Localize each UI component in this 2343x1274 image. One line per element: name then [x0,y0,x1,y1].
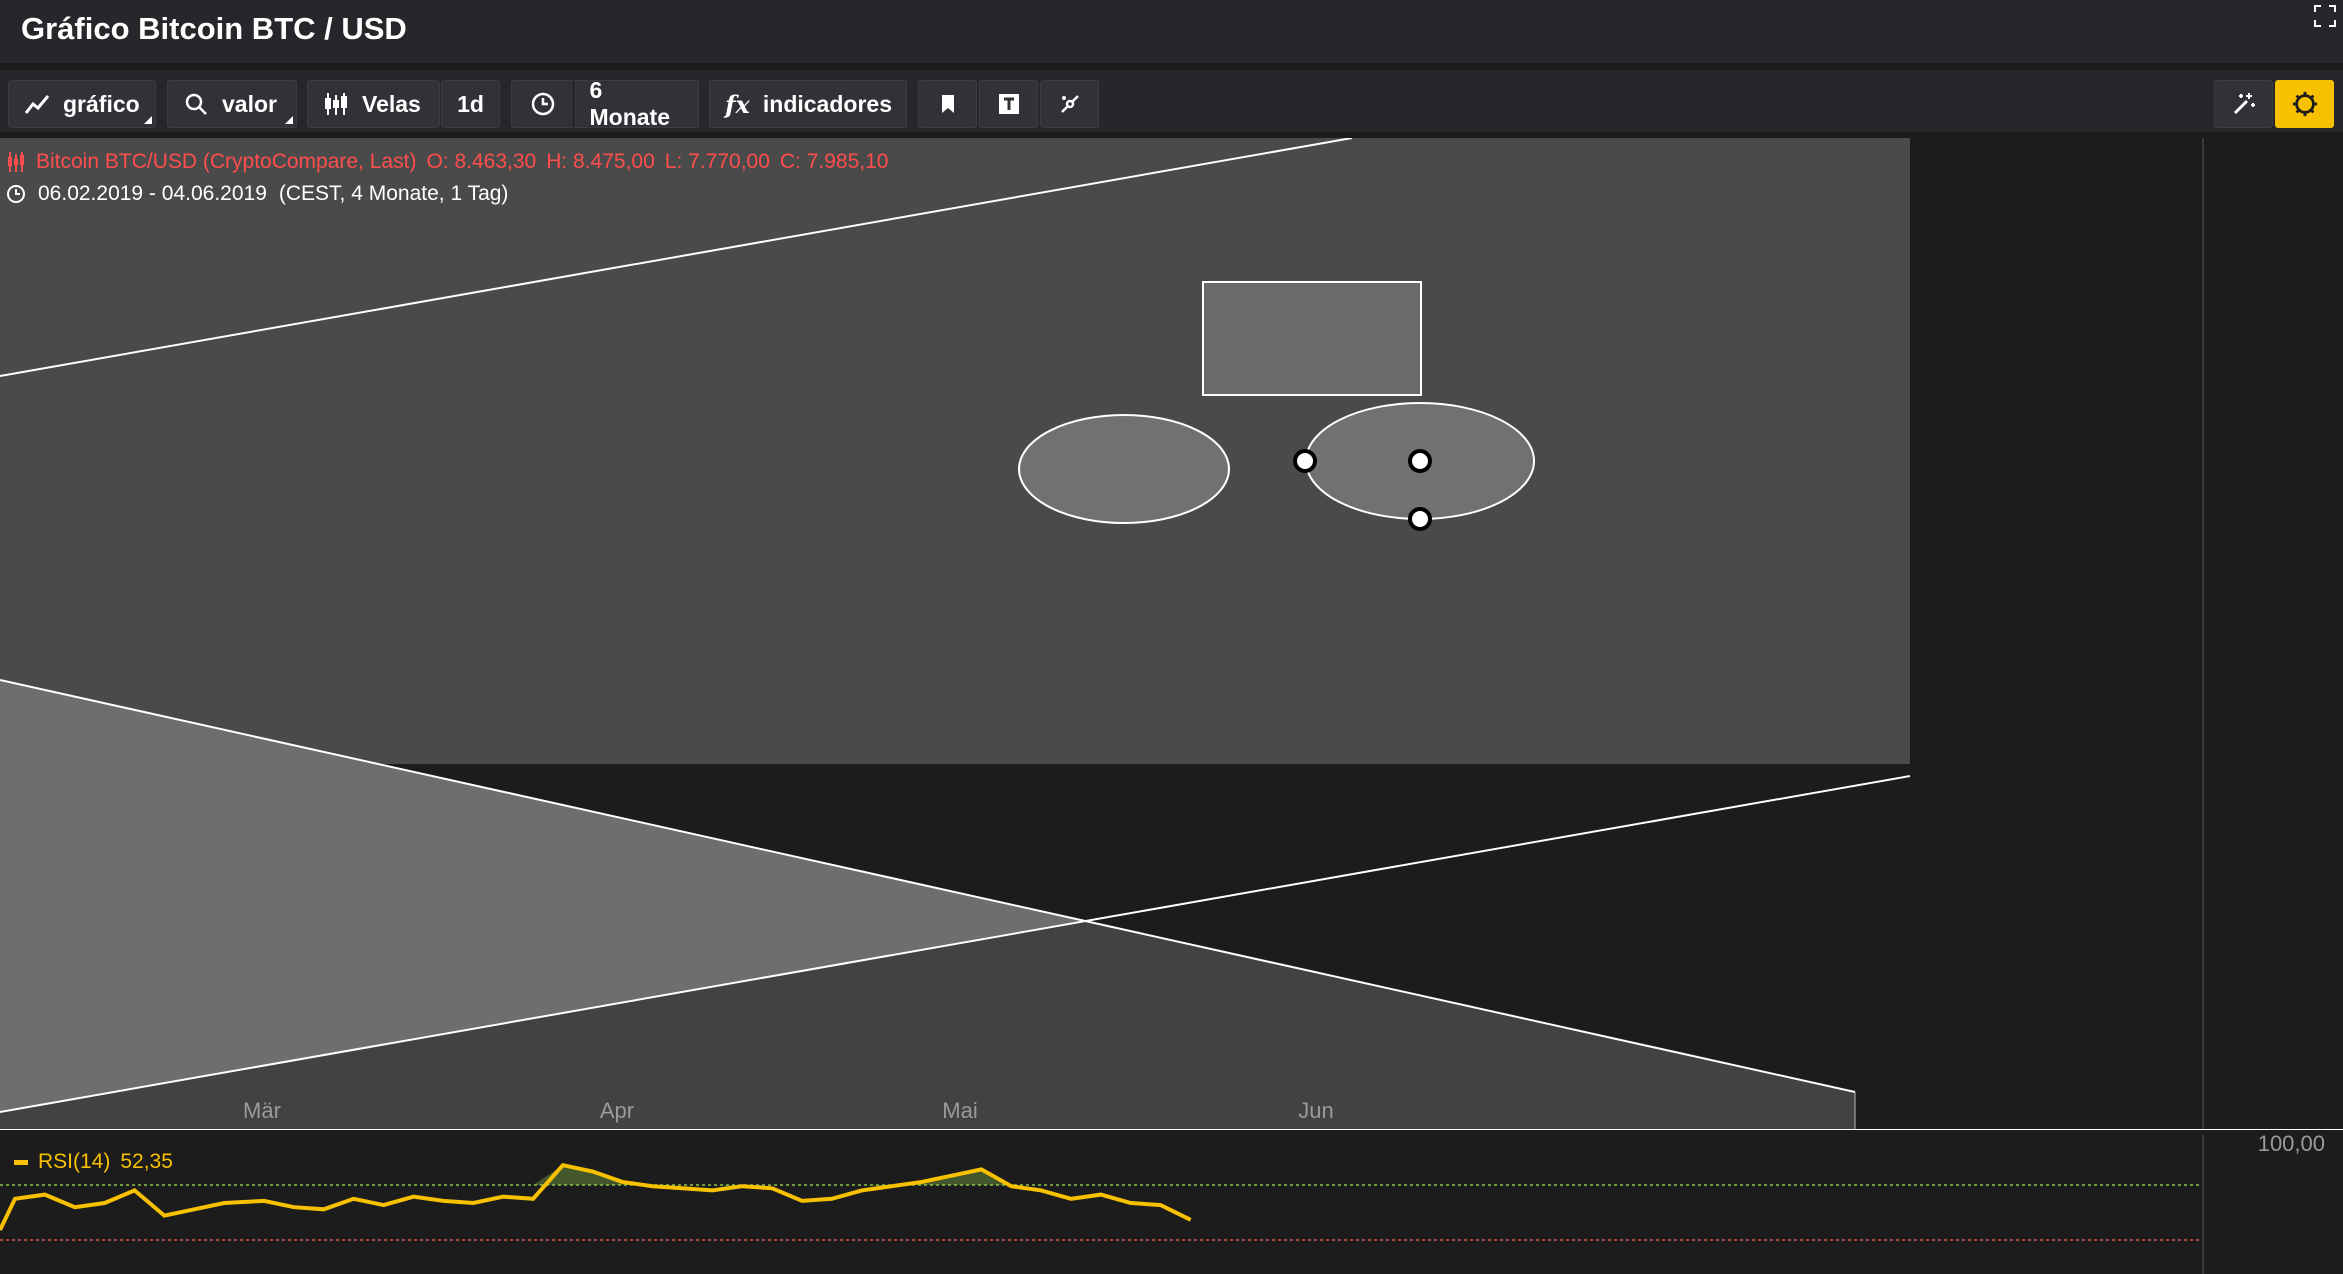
rsi-panel[interactable] [0,1135,2343,1274]
time-range-button[interactable]: 6 Monate [511,77,699,130]
low-value: L: 7.770,00 [664,150,770,173]
instrument-search-button[interactable]: valor [167,80,297,128]
rsi-line [0,1163,1192,1231]
indicators-button[interactable]: fx indicadores [709,80,907,128]
bookmark-icon [934,90,962,118]
rsi-value: 52,35 [120,1150,173,1173]
open-value: O: 8.463,30 [426,150,537,173]
shaded-zone [0,138,1910,764]
page-title: Gráfico Bitcoin BTC / USD [21,11,407,46]
ellipse-handle-center[interactable] [1408,449,1432,473]
instrument-name: Bitcoin BTC/USD (CryptoCompare, Last) [36,150,417,173]
x-tick-label: Apr [599,1098,635,1123]
candlestick-icon [6,151,26,173]
clock-icon [6,184,26,204]
upper-trend-line[interactable] [0,138,1353,377]
candle-label: Velas [362,90,421,117]
text-tool-button[interactable] [979,80,1038,128]
text-icon [995,90,1023,118]
high-value: H: 8.475,00 [546,150,655,173]
date-range: 06.02.2019 - 04.06.2019 [38,182,267,205]
divider [572,80,574,128]
period-info: (CEST, 4 Monate, 1 Tag) [278,182,509,205]
drawing-overlays [0,138,1911,1130]
settings-button[interactable] [2275,80,2334,128]
link-icon [1056,90,1084,118]
sparkle-icon [2230,90,2258,118]
lower-trend-line[interactable] [0,775,1911,1113]
fullscreen-icon[interactable] [2313,4,2337,28]
descending-trend-line[interactable] [0,679,1856,1093]
interval-button[interactable]: 1d [441,80,500,128]
left-ellipse[interactable] [1018,414,1230,524]
rsi-axis-label: 100,00 [2257,1131,2325,1156]
ellipse-handle-bottom[interactable] [1408,507,1432,531]
ellipse-handle-left[interactable] [1293,449,1317,473]
line-chart-icon [23,90,51,118]
x-tick-label: Mär [243,1098,281,1123]
gear-icon [2291,90,2319,118]
x-tick-label: Mai [942,1098,978,1123]
bookmark-button[interactable] [918,80,977,128]
range-label: 6 Monate [589,77,671,130]
rsi-overbought-fill [951,1169,982,1185]
rsi-swatch [14,1159,28,1165]
search-icon [182,90,210,118]
rsi-label: RSI(14) [38,1150,111,1173]
rsi-legend: RSI(14) 52,35 [14,1150,173,1174]
close-value: C: 7.985,10 [779,150,889,173]
price-chart[interactable] [0,138,2343,1130]
ohlc-legend: Bitcoin BTC/USD (CryptoCompare, Last) O:… [6,146,888,178]
function-icon: fx [725,89,750,119]
chart-type-button[interactable]: gráfico [8,80,156,128]
magic-tool-button[interactable] [2214,80,2273,128]
candle-style-button[interactable]: Velas [307,80,440,128]
period-legend: 06.02.2019 - 04.06.2019 (CEST, 4 Monate,… [6,178,888,210]
ellipse-handles [1293,449,1432,531]
indicators-label: indicadores [762,90,892,117]
title-bar: Gráfico Bitcoin BTC / USD [0,0,2343,63]
drawing-tool-button[interactable] [1040,80,1099,128]
search-label: valor [222,90,277,117]
triangle-pattern [0,680,1085,1112]
chart-type-label: gráfico [63,90,140,117]
x-tick-label: Jun [1298,1098,1334,1123]
chart-legend: Bitcoin BTC/USD (CryptoCompare, Last) O:… [6,146,888,210]
interval-label: 1d [457,90,484,117]
clock-icon [530,90,557,118]
candlestick-icon [322,90,350,118]
highlight-rectangle[interactable] [1202,281,1422,396]
rsi-overbought-fill [533,1165,563,1185]
